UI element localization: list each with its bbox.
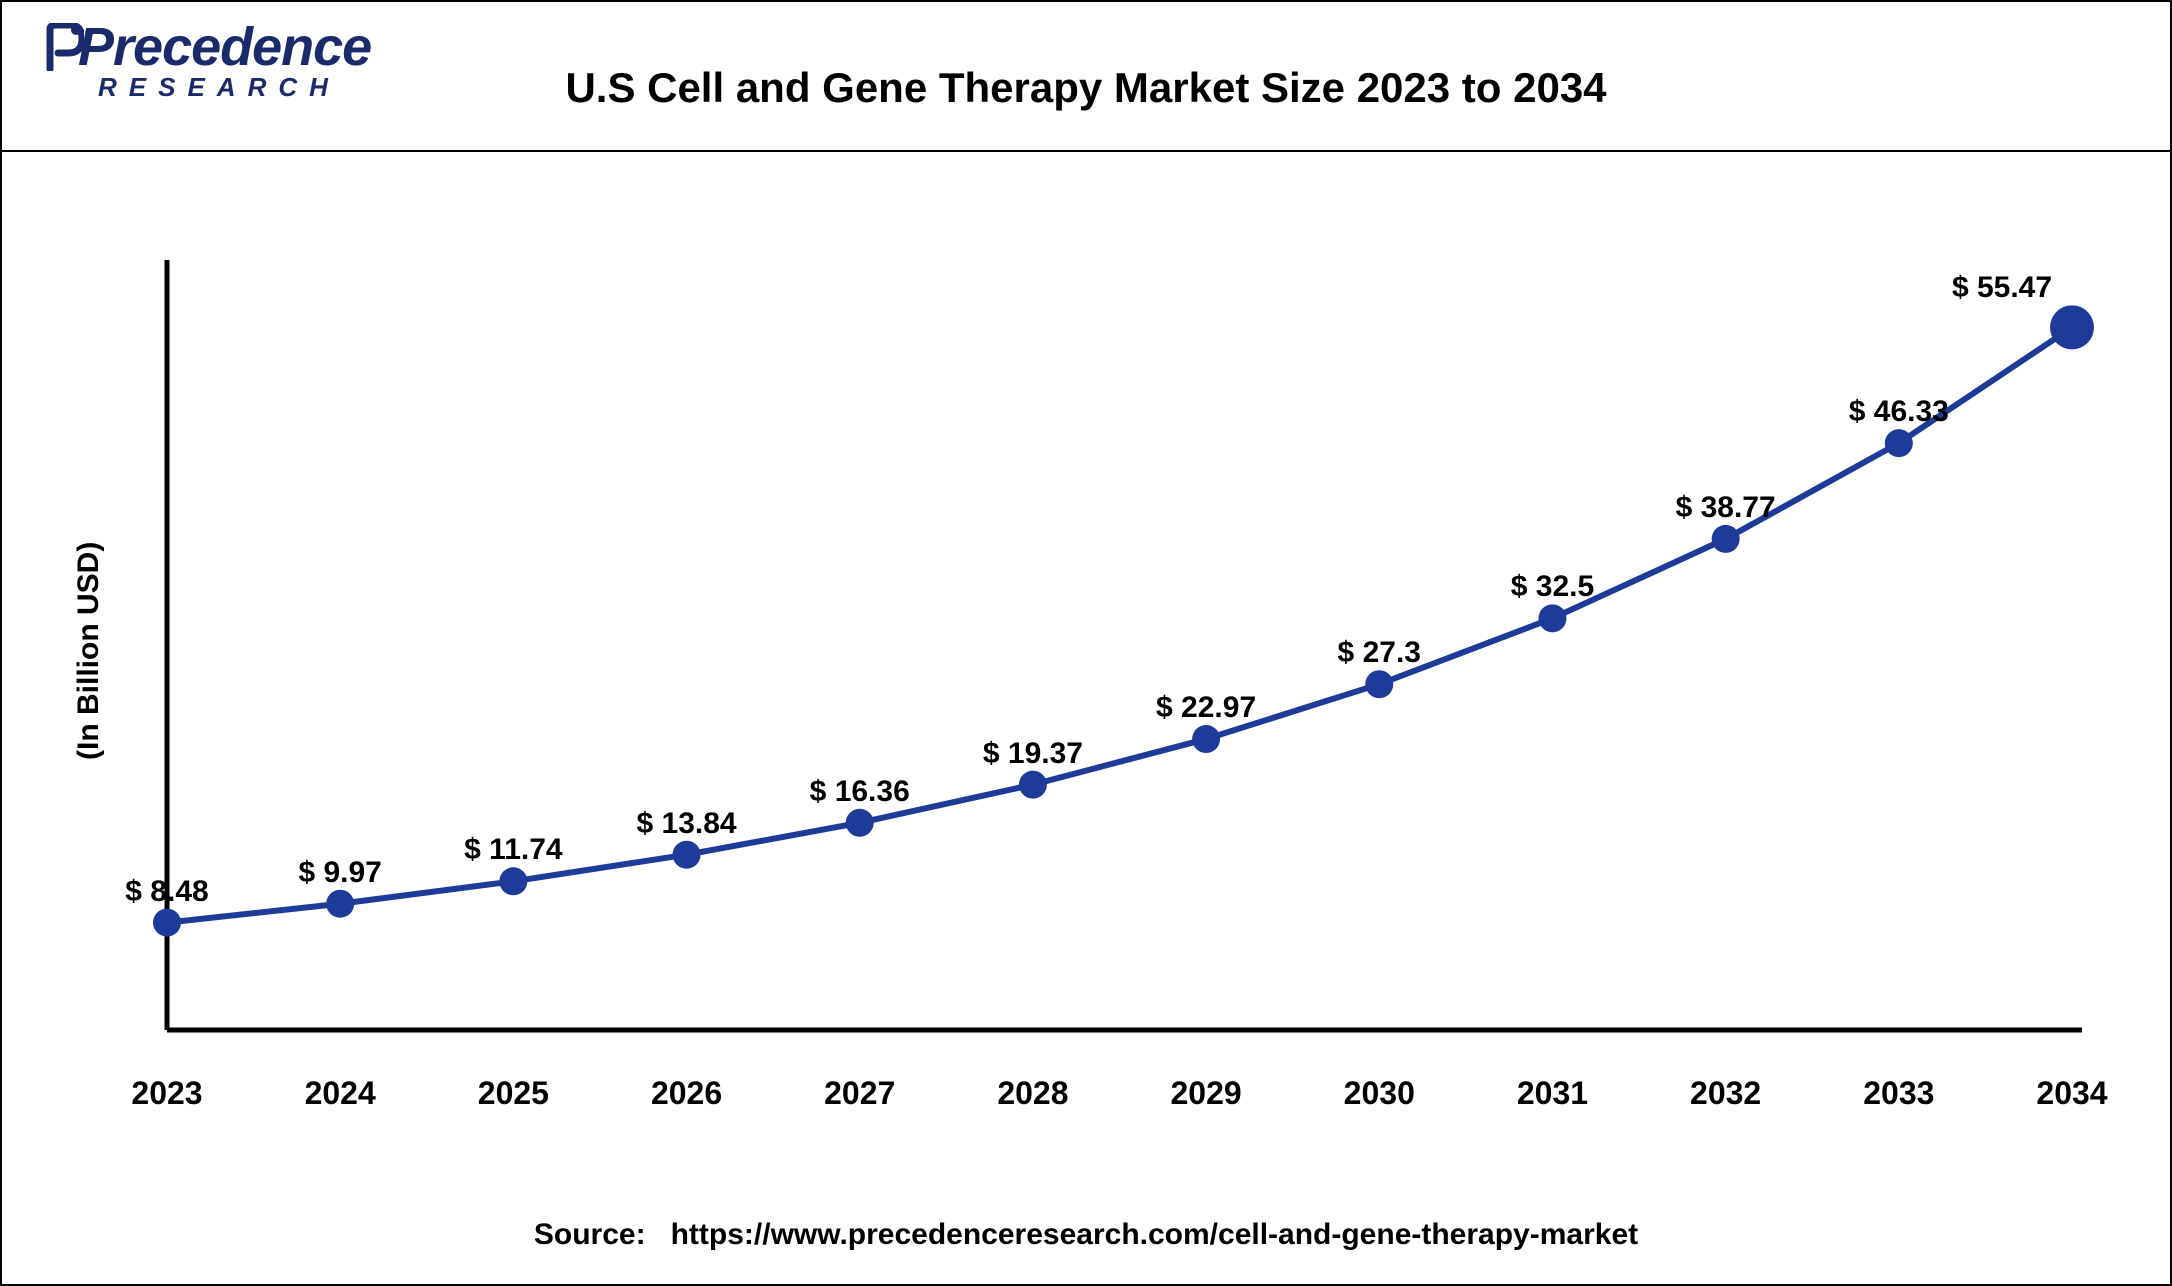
data-label: $ 32.5 bbox=[1511, 570, 1594, 604]
data-label: $ 46.33 bbox=[1849, 395, 1949, 429]
data-label: $ 22.97 bbox=[1156, 691, 1256, 725]
x-tick-label: 2026 bbox=[651, 1075, 722, 1112]
source-prefix: Source: bbox=[534, 1218, 646, 1251]
data-label: $ 27.3 bbox=[1338, 636, 1421, 670]
chart-card: Precedence RESEARCH U.S Cell and Gene Th… bbox=[0, 0, 2172, 1286]
line-chart-svg bbox=[2, 150, 2172, 1130]
source-url: https://www.precedenceresearch.com/cell-… bbox=[671, 1218, 1639, 1251]
data-label: $ 13.84 bbox=[636, 807, 736, 841]
data-label: $ 16.36 bbox=[810, 775, 910, 809]
plot-area: (In Billion USD) 2023 $ 8.48 2024 $ 9.97 2025… bbox=[2, 150, 2170, 1284]
x-tick-label: 2027 bbox=[824, 1075, 895, 1112]
x-tick-label: 2024 bbox=[305, 1075, 376, 1112]
x-tick-label: 2025 bbox=[478, 1075, 549, 1112]
x-tick-label: 2028 bbox=[997, 1075, 1068, 1112]
data-label: $ 38.77 bbox=[1676, 491, 1776, 525]
x-tick-label: 2023 bbox=[131, 1075, 202, 1112]
y-axis-label: (In Billion USD) bbox=[72, 542, 106, 760]
data-label: $ 11.74 bbox=[464, 833, 562, 867]
x-tick-label: 2033 bbox=[1863, 1075, 1934, 1112]
x-tick-label: 2032 bbox=[1690, 1075, 1761, 1112]
x-tick-label: 2034 bbox=[2036, 1075, 2107, 1112]
x-tick-label: 2030 bbox=[1344, 1075, 1415, 1112]
chart-title: U.S Cell and Gene Therapy Market Size 20… bbox=[2, 64, 2170, 112]
data-label: $ 9.97 bbox=[298, 856, 381, 890]
source-line: Source: https://www.precedenceresearch.c… bbox=[2, 1218, 2170, 1252]
header-bar: Precedence RESEARCH U.S Cell and Gene Th… bbox=[2, 2, 2170, 152]
data-label: $ 8.48 bbox=[125, 875, 208, 909]
data-label: $ 55.47 bbox=[1952, 271, 2052, 305]
x-tick-label: 2029 bbox=[1170, 1075, 1241, 1112]
x-tick-label: 2031 bbox=[1517, 1075, 1588, 1112]
data-label: $ 19.37 bbox=[983, 737, 1083, 771]
